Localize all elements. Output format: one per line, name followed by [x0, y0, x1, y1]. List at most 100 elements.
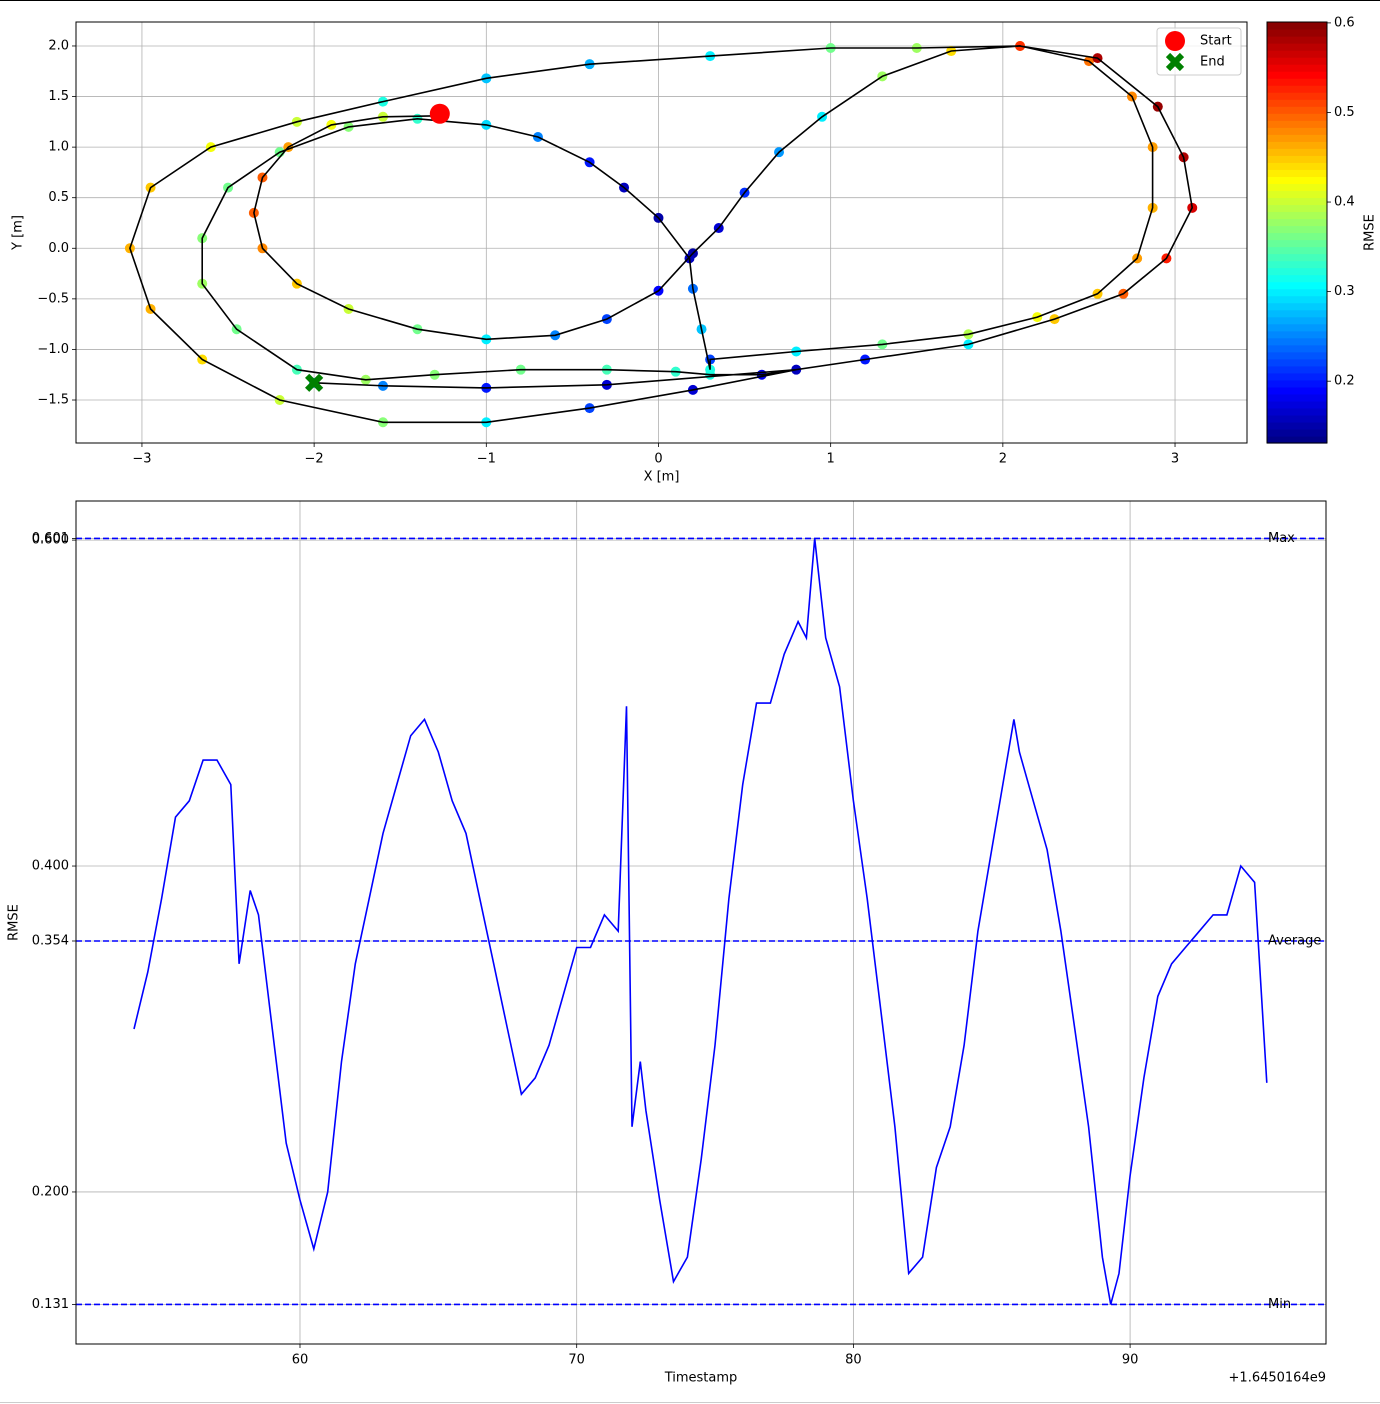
colorbar-tick-label: 0.5	[1334, 105, 1355, 120]
colorbar-segment	[1267, 85, 1327, 93]
x-offset-label: +1.6450164e9	[1229, 1371, 1326, 1386]
colorbar-segment	[1267, 36, 1327, 44]
colorbar-segment	[1267, 281, 1327, 290]
colorbar-segment	[1267, 407, 1327, 416]
marker-x	[305, 373, 324, 392]
x-tick-label: 80	[845, 1353, 862, 1368]
y-tick-label: 1.0	[48, 140, 69, 155]
colorbar-segment	[1267, 323, 1327, 332]
y-tick-label: 0.131	[32, 1297, 69, 1312]
y-tick-label: 0.5	[48, 190, 69, 205]
colorbar-segment	[1267, 330, 1327, 339]
x-tick-label: 3	[1171, 452, 1179, 467]
colorbar-segment	[1267, 155, 1327, 163]
colorbar-segment	[1267, 218, 1327, 227]
colorbar-segment	[1267, 148, 1327, 156]
colorbar-segment	[1267, 337, 1327, 346]
colorbar-segment	[1267, 99, 1327, 107]
reference-label: Max	[1268, 531, 1295, 546]
colorbar-segment	[1267, 239, 1327, 248]
x-tick-label: −3	[132, 452, 151, 467]
colorbar-segment	[1267, 246, 1327, 255]
x-tick-label: 0	[654, 452, 662, 467]
x-tick-label: 1	[827, 452, 835, 467]
colorbar-segment	[1267, 225, 1327, 234]
colorbar-segment	[1267, 267, 1327, 276]
colorbar-segment	[1267, 106, 1327, 114]
colorbar-segment	[1267, 414, 1327, 423]
colorbar-segment	[1267, 134, 1327, 142]
colorbar-segment	[1267, 78, 1327, 86]
y-axis-label: Y [m]	[11, 215, 26, 251]
y-tick-label: −1.0	[37, 342, 69, 357]
rmse-line	[133, 538, 1268, 1305]
reference-label: Average	[1268, 933, 1321, 948]
y-tick-label: 0.600	[32, 533, 69, 548]
x-tick-label: 90	[1122, 1353, 1139, 1368]
x-axis-label: X [m]	[644, 470, 680, 485]
colorbar-segment	[1267, 211, 1327, 220]
trajectory-line	[129, 45, 1194, 424]
colorbar-segment	[1267, 71, 1327, 79]
colorbar-tick-label: 0.6	[1334, 15, 1355, 30]
colorbar-tick-label: 0.4	[1334, 195, 1355, 210]
colorbar-segment	[1267, 400, 1327, 409]
colorbar-segment	[1267, 393, 1327, 402]
legend-label: Start	[1200, 34, 1232, 49]
colorbar-segment	[1267, 29, 1327, 37]
reference-label: Min	[1268, 1297, 1291, 1312]
y-tick-label: 0.354	[32, 933, 69, 948]
colorbar-frame	[1266, 21, 1328, 444]
plot-frame	[75, 21, 1248, 444]
y-tick-label: 1.5	[48, 89, 69, 104]
colorbar-segment	[1267, 379, 1327, 388]
colorbar-segment	[1267, 253, 1327, 262]
colorbar-segment	[1267, 232, 1327, 241]
colorbar-tick-label: 0.3	[1334, 284, 1355, 299]
x-tick-label: −1	[477, 452, 496, 467]
colorbar-segment	[1267, 309, 1327, 318]
y-tick-label: 0.601	[32, 531, 69, 546]
colorbar-segment	[1267, 190, 1327, 199]
colorbar-segment	[1267, 274, 1327, 283]
colorbar-tick-label: 0.2	[1334, 374, 1355, 389]
x-tick-label: 70	[568, 1353, 585, 1368]
colorbar-segment	[1267, 169, 1327, 177]
y-tick-label: −0.5	[37, 291, 69, 306]
colorbar-segment	[1267, 92, 1327, 100]
colorbar-segment	[1267, 183, 1327, 191]
colorbar-segment	[1267, 113, 1327, 121]
colorbar-segment	[1267, 162, 1327, 170]
colorbar-segment	[1267, 43, 1327, 51]
y-axis-label: RMSE	[7, 904, 22, 941]
colorbar-segment	[1267, 50, 1327, 58]
colorbar-segment	[1267, 428, 1327, 437]
legend-label: End	[1200, 55, 1225, 70]
colorbar-segment	[1267, 260, 1327, 269]
colorbar-label: RMSE	[1363, 214, 1378, 251]
y-tick-label: 0.400	[32, 859, 69, 874]
colorbar-segment	[1267, 120, 1327, 128]
colorbar-segment	[1267, 365, 1327, 374]
colorbar-segment	[1267, 176, 1327, 184]
y-tick-label: 0.200	[32, 1184, 69, 1199]
colorbar-segment	[1267, 22, 1327, 30]
colorbar-segment	[1267, 372, 1327, 381]
colorbar-segment	[1267, 316, 1327, 325]
colorbar-segment	[1267, 421, 1327, 430]
colorbar-segment	[1267, 351, 1327, 360]
colorbar-segment	[1267, 127, 1327, 135]
x-axis-label: Timestamp	[664, 1371, 738, 1386]
colorbar-segment	[1267, 64, 1327, 72]
x-tick-label: −2	[305, 452, 324, 467]
x-tick-label: 2	[999, 452, 1007, 467]
colorbar-segment	[1267, 141, 1327, 149]
colorbar-segment	[1267, 204, 1327, 213]
colorbar-segment	[1267, 302, 1327, 311]
y-tick-label: 0.0	[48, 241, 69, 256]
colorbar-segment	[1267, 358, 1327, 367]
colorbar-segment	[1267, 288, 1327, 297]
colorbar-segment	[1267, 386, 1327, 395]
marker-circle	[429, 103, 450, 124]
